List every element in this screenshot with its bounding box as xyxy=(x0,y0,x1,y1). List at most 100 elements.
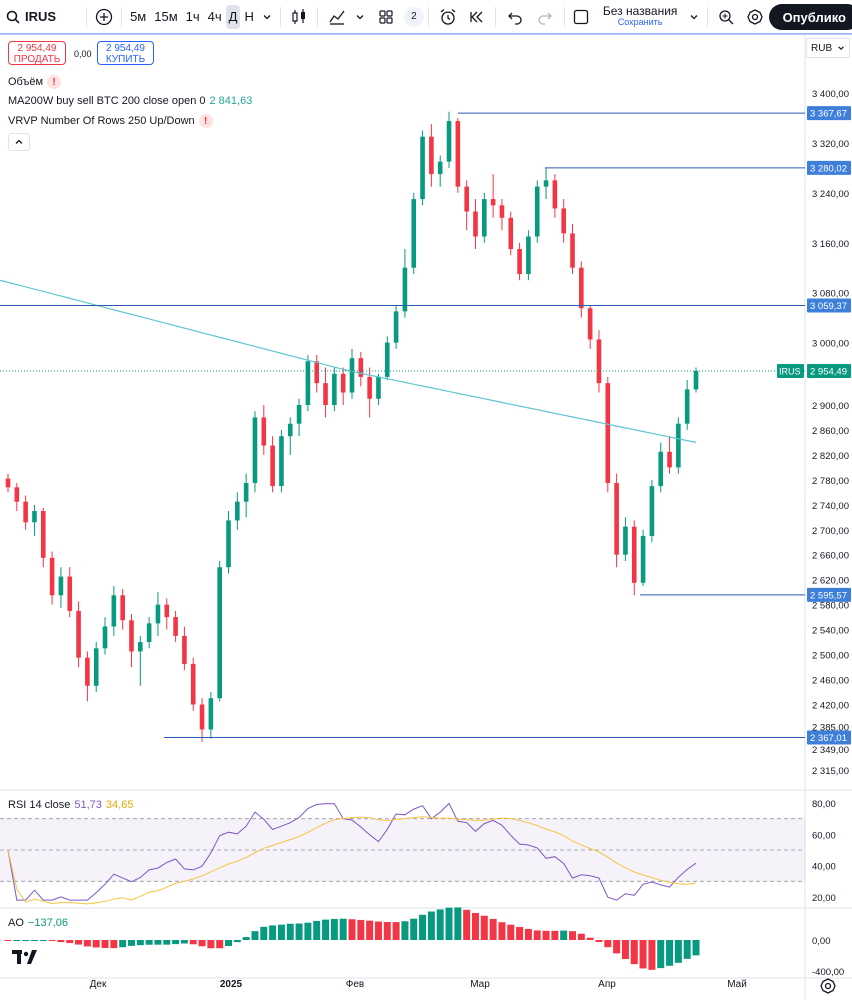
candle-body xyxy=(499,205,505,218)
ao-bar xyxy=(92,940,100,948)
settings-button[interactable] xyxy=(740,5,770,29)
alert-button[interactable] xyxy=(433,5,463,29)
replay-button[interactable] xyxy=(463,5,491,29)
legend-ma[interactable]: MA200W buy sell BTC 200 close open 0 2 8… xyxy=(8,95,252,107)
toolbar-accent-line xyxy=(0,33,852,35)
layout-name-button[interactable]: Без названия Сохранить xyxy=(569,5,704,29)
undo-button[interactable] xyxy=(500,5,530,29)
candle-body xyxy=(182,635,187,664)
candle-body xyxy=(676,423,681,468)
ao-bar xyxy=(348,919,356,940)
indicators-dropdown[interactable] xyxy=(352,5,368,29)
ao-bar xyxy=(630,940,638,965)
buy-button[interactable]: 2 954,49 КУПИТЬ xyxy=(97,41,154,65)
price-tick-label: 2 420,00 xyxy=(812,700,849,711)
warning-icon[interactable]: ! xyxy=(198,114,213,128)
candle-body xyxy=(446,121,452,162)
candle-body xyxy=(305,361,311,405)
warning-icon[interactable]: ! xyxy=(47,75,62,89)
collapse-legend-button[interactable] xyxy=(8,133,30,151)
candle-body xyxy=(349,358,355,393)
candle-body xyxy=(402,267,408,312)
ao-bar xyxy=(189,940,197,945)
search-icon xyxy=(6,10,20,24)
candle-body xyxy=(58,576,64,596)
symbol-search[interactable]: IRUS xyxy=(6,5,56,29)
publish-button[interactable]: Опублико xyxy=(768,4,852,30)
ao-bar xyxy=(233,940,241,943)
price-tick-label: 3 000,00 xyxy=(812,339,849,350)
ao-bar xyxy=(692,940,700,956)
ao-bar xyxy=(180,940,188,944)
price-level-label: 2 367,01 xyxy=(810,733,847,744)
price-tick-label: 2 315,00 xyxy=(812,766,849,777)
layouts-button[interactable] xyxy=(372,5,400,29)
interval-1h[interactable]: 1ч xyxy=(185,9,200,24)
interval-dropdown[interactable] xyxy=(258,5,276,29)
ao-bar xyxy=(648,940,656,970)
chart-canvas[interactable]: 3 400,00 3 320,00 3 240,00 3 160,00 3 080,00… xyxy=(0,35,852,1000)
interval-15m[interactable]: 15м xyxy=(154,9,178,24)
sell-button[interactable]: 2 954,49 ПРОДАТЬ xyxy=(8,41,66,65)
candle-body xyxy=(323,383,328,405)
ao-label: AO xyxy=(8,917,24,929)
legend-rsi[interactable]: RSI 14 close 51,73 34,65 xyxy=(8,799,133,811)
interval-week[interactable]: Н xyxy=(244,9,254,24)
quick-search-button[interactable] xyxy=(712,5,740,29)
ao-bar xyxy=(666,940,674,966)
candle-body xyxy=(667,451,672,468)
candle-body xyxy=(561,208,566,234)
sell-label: ПРОДАТЬ xyxy=(13,54,61,65)
ao-bar xyxy=(427,911,435,940)
ao-bar xyxy=(366,920,374,940)
price-tick-label: 2 540,00 xyxy=(812,626,849,637)
candle-body xyxy=(146,623,152,643)
candle-body xyxy=(23,501,28,523)
legend-volume[interactable]: Объём ! xyxy=(8,75,62,89)
chart-type-button[interactable] xyxy=(285,5,313,29)
price-level-label: 3 059,37 xyxy=(810,301,847,312)
buy-price: 2 954,49 xyxy=(106,43,145,54)
ao-bar xyxy=(39,940,47,941)
sell-price: 2 954,49 xyxy=(17,43,57,54)
legend-vrvp[interactable]: VRVP Number Of Rows 250 Up/Down ! xyxy=(8,114,213,128)
candle-body xyxy=(49,557,55,596)
price-tick-label: 2 580,00 xyxy=(812,601,849,612)
candle-body xyxy=(76,610,81,658)
legend-ao[interactable]: AO −137,06 xyxy=(8,917,68,929)
interval-5m[interactable]: 5м xyxy=(130,9,147,24)
price-tick-label: 2 660,00 xyxy=(812,551,849,562)
ao-bar xyxy=(260,926,268,940)
price-tick-label: 3 240,00 xyxy=(812,189,849,200)
price-tick-label: 2 460,00 xyxy=(812,676,849,687)
price-level-label: 2 595,57 xyxy=(810,590,847,601)
currency-label: RUB xyxy=(811,42,833,54)
ao-bar xyxy=(136,940,144,946)
price-tick-label: 2 385,00 xyxy=(812,722,849,733)
ao-bar xyxy=(507,924,515,940)
ao-bar xyxy=(119,940,127,948)
gear-icon[interactable] xyxy=(820,978,836,994)
candle-body xyxy=(252,417,258,483)
interval-4h[interactable]: 4ч xyxy=(207,9,222,24)
ao-bar xyxy=(445,907,453,940)
interval-day[interactable]: Д xyxy=(225,4,241,29)
price-tick-label: 2 900,00 xyxy=(812,401,849,412)
candle-body xyxy=(129,620,134,652)
price-tick-label: 3 400,00 xyxy=(812,89,849,100)
ao-bar xyxy=(207,940,215,949)
redo-button[interactable] xyxy=(530,5,560,29)
currency-selector[interactable]: RUB xyxy=(806,38,850,58)
compare-button[interactable] xyxy=(91,5,117,29)
ao-bar xyxy=(322,919,330,940)
ao-bar xyxy=(498,922,506,940)
candle-body xyxy=(226,520,231,568)
layout-count-badge[interactable]: 2 xyxy=(403,6,424,27)
tradingview-logo[interactable] xyxy=(12,950,38,971)
ao-bar xyxy=(657,940,665,969)
indicators-button[interactable] xyxy=(322,5,352,29)
rewind-icon xyxy=(470,11,483,22)
ao-bar xyxy=(110,940,118,949)
ao-bar xyxy=(13,940,21,941)
rsi-tick-label: 60,00 xyxy=(812,830,836,841)
